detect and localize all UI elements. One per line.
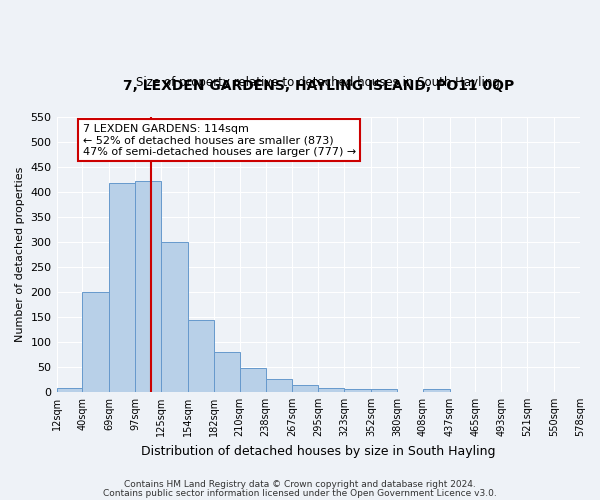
Bar	[135, 181, 161, 392]
Text: Contains public sector information licensed under the Open Government Licence v3: Contains public sector information licen…	[103, 488, 497, 498]
Bar	[318, 388, 344, 392]
Bar	[82, 292, 109, 392]
Bar	[161, 242, 188, 392]
Text: 7 LEXDEN GARDENS: 114sqm
← 52% of detached houses are smaller (873)
47% of semi-: 7 LEXDEN GARDENS: 114sqm ← 52% of detach…	[83, 124, 356, 157]
Bar	[344, 390, 371, 392]
Bar	[292, 386, 318, 392]
Bar	[371, 390, 397, 392]
Title: Size of property relative to detached houses in South Hayling: Size of property relative to detached ho…	[136, 76, 500, 89]
Bar	[188, 320, 214, 392]
Text: 7, LEXDEN GARDENS, HAYLING ISLAND, PO11 0QP: 7, LEXDEN GARDENS, HAYLING ISLAND, PO11 …	[122, 80, 514, 94]
Bar	[266, 380, 292, 392]
Bar	[423, 390, 449, 392]
Y-axis label: Number of detached properties: Number of detached properties	[15, 166, 25, 342]
Bar	[56, 388, 82, 392]
Bar	[239, 368, 266, 392]
Bar	[214, 352, 239, 392]
Text: Contains HM Land Registry data © Crown copyright and database right 2024.: Contains HM Land Registry data © Crown c…	[124, 480, 476, 489]
Bar	[109, 183, 135, 392]
X-axis label: Distribution of detached houses by size in South Hayling: Distribution of detached houses by size …	[141, 444, 496, 458]
